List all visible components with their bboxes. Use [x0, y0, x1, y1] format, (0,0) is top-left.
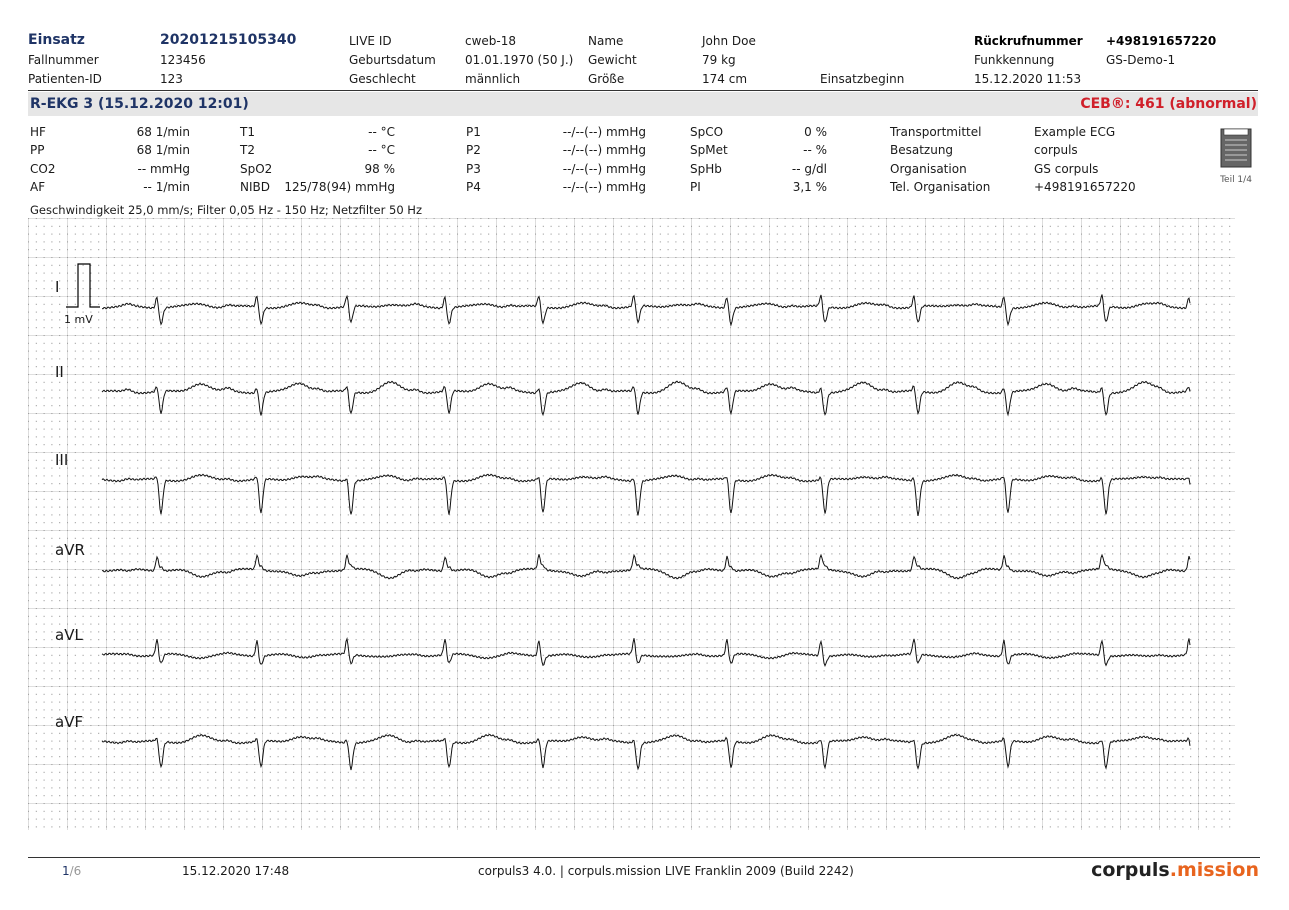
logo: corpuls.mission — [1091, 859, 1259, 881]
vital-label: Tel. Organisation — [890, 180, 991, 194]
vital-label: SpCO — [690, 125, 724, 139]
vital-value: --/--(--) mmHg — [562, 180, 646, 194]
header-value: cweb-18 — [465, 34, 517, 48]
vital-label: HF — [30, 125, 46, 139]
header-label: Patienten-ID — [28, 72, 102, 86]
vital-value: 68 1/min — [136, 125, 190, 139]
header-value: 79 kg — [702, 53, 736, 67]
vital-value: +498191657220 — [1034, 180, 1136, 194]
lead-label: aVF — [55, 713, 84, 731]
ecg-trace — [101, 637, 1191, 668]
vital-value: -- 1/min — [143, 180, 190, 194]
vital-value: GS corpuls — [1034, 162, 1099, 176]
vital-value: -- % — [803, 143, 827, 157]
calibration-label: 1 mV — [64, 313, 93, 326]
footer-version: corpuls3 4.0. | corpuls.mission LIVE Fra… — [478, 864, 854, 878]
vital-value: -- °C — [368, 143, 395, 157]
vital-value: --/--(--) mmHg — [562, 125, 646, 139]
header-value: 123 — [160, 72, 183, 86]
vital-value: -- g/dl — [791, 162, 827, 176]
vital-value: 125/78(94) mmHg — [284, 180, 395, 194]
vital-value: 68 1/min — [136, 143, 190, 157]
header-label: Fallnummer — [28, 53, 99, 67]
header-label: Geschlecht — [349, 72, 416, 86]
ecg-trace — [101, 380, 1191, 417]
header-label: Rückrufnummer — [974, 34, 1083, 48]
logo-accent: .mission — [1169, 859, 1259, 881]
vital-label: T1 — [240, 125, 255, 139]
logo-main: corpuls — [1091, 859, 1170, 881]
calibration-pulse — [66, 263, 100, 308]
footer-date: 15.12.2020 17:48 — [182, 864, 290, 878]
vital-label: T2 — [240, 143, 255, 157]
ecg-trace — [101, 473, 1191, 516]
section-bar — [28, 92, 1258, 116]
vital-label: SpHb — [690, 162, 722, 176]
lead-label: II — [55, 363, 64, 381]
header-label: Name — [588, 34, 624, 48]
header-label: LIVE ID — [349, 34, 392, 48]
vital-value: Example ECG — [1034, 125, 1116, 139]
vital-label: NIBD — [240, 180, 270, 194]
header-value: +498191657220 — [1106, 34, 1217, 48]
header-value: John Doe — [702, 34, 756, 48]
page-total: /6 — [69, 864, 82, 878]
vital-label: Besatzung — [890, 143, 954, 157]
vital-value: --/--(--) mmHg — [562, 162, 646, 176]
section-title: R-EKG 3 (15.12.2020 12:01) — [30, 96, 249, 112]
header-label: Gewicht — [588, 53, 637, 67]
vital-value: 0 % — [804, 125, 827, 139]
ecg-trace — [101, 733, 1191, 771]
header-label: Größe — [588, 72, 625, 86]
vital-value: corpuls — [1034, 143, 1078, 157]
vital-label: PP — [30, 143, 45, 157]
report-icon — [1220, 128, 1252, 168]
header-value: 123456 — [160, 53, 206, 67]
lead-label: aVR — [55, 541, 85, 559]
vital-value: -- °C — [368, 125, 395, 139]
header-value: 174 cm — [702, 72, 748, 86]
vital-label: P2 — [466, 143, 481, 157]
lead-label: aVL — [55, 626, 83, 644]
page-number: 1/6 — [62, 864, 81, 878]
vital-label: P4 — [466, 180, 481, 194]
vital-label: PI — [690, 180, 701, 194]
page-current: 1 — [62, 864, 70, 878]
ecg-trace — [101, 553, 1191, 580]
ecg-trace — [101, 294, 1191, 327]
header-label: Einsatzbeginn — [820, 72, 905, 86]
vital-label: SpMet — [690, 143, 728, 157]
header-value: GS-Demo-1 — [1106, 53, 1176, 67]
vital-value: 3,1 % — [792, 180, 827, 194]
header-rule — [28, 90, 1258, 91]
footer-rule — [28, 857, 1260, 858]
vital-label: P1 — [466, 125, 481, 139]
header-label: Funkkennung — [974, 53, 1055, 67]
header-value: 15.12.2020 11:53 — [974, 72, 1082, 86]
vital-label: AF — [30, 180, 46, 194]
vital-label: Transportmittel — [890, 125, 982, 139]
lead-label: III — [55, 451, 69, 469]
header-label: Einsatz — [28, 32, 85, 48]
vital-value: 98 % — [364, 162, 396, 176]
lead-label: I — [55, 278, 60, 296]
header-label: Geburtsdatum — [349, 53, 436, 67]
vital-label: CO2 — [30, 162, 56, 176]
header-value: 01.01.1970 (50 J.) — [465, 53, 574, 67]
part-label: Teil 1/4 — [1220, 175, 1252, 185]
header-value: männlich — [465, 72, 521, 86]
vital-value: --/--(--) mmHg — [562, 143, 646, 157]
header-value: 20201215105340 — [160, 32, 297, 48]
settings: Geschwindigkeit 25,0 mm/s; Filter 0,05 H… — [30, 203, 422, 217]
vital-label: SpO2 — [240, 162, 273, 176]
vital-value: -- mmHg — [137, 162, 191, 176]
ecg-grid-major — [28, 218, 1235, 830]
vital-label: Organisation — [890, 162, 967, 176]
vital-label: P3 — [466, 162, 481, 176]
ceb-score: CEB®: 461 (abnormal) — [1080, 96, 1257, 112]
